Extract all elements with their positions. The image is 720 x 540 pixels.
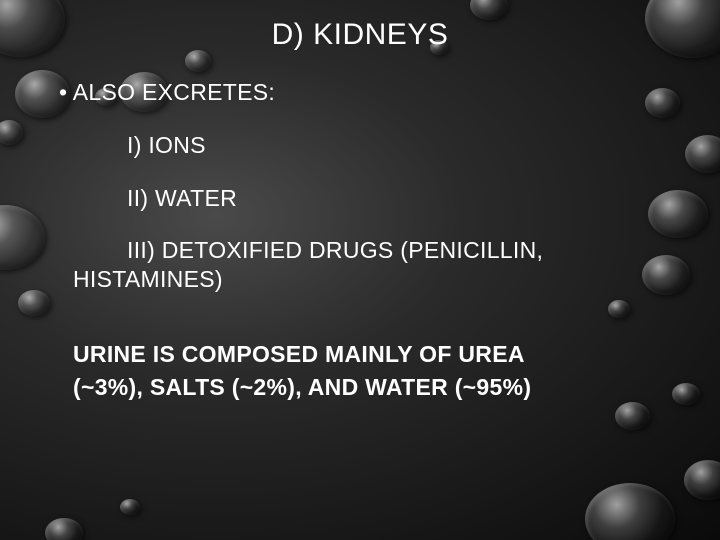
list-item-water: II) WATER (55, 184, 665, 213)
slide-title: D) KIDNEYS (55, 18, 665, 52)
bullet-lead: • ALSO EXCRETES: (55, 78, 665, 107)
urine-composition: URINE IS COMPOSED MAINLY OF UREA (~3%), … (55, 338, 665, 405)
list-item-ions: I) IONS (55, 131, 665, 160)
urine-composition-line1: URINE IS COMPOSED MAINLY OF UREA (73, 338, 665, 371)
list-item-drugs-line2: HISTAMINES) (55, 265, 665, 294)
urine-composition-line2: (~3%), SALTS (~2%), AND WATER (~95%) (73, 371, 665, 404)
slide-content: D) KIDNEYS • ALSO EXCRETES: I) IONS II) … (0, 0, 720, 540)
list-item-drugs-line1: III) DETOXIFIED DRUGS (PENICILLIN, (55, 236, 665, 265)
